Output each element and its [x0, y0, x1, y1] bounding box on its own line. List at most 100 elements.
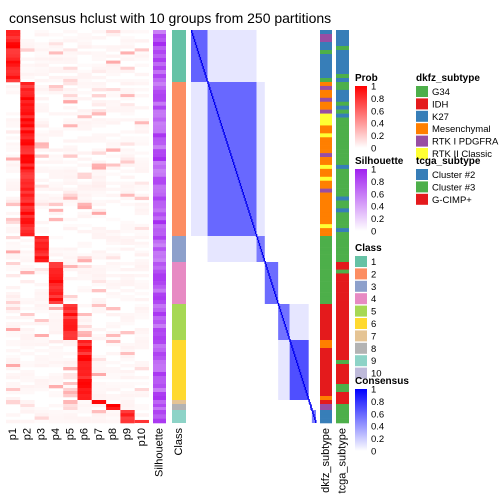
consensus-diagonal-cell: [241, 189, 244, 192]
silhouette-cell: [153, 344, 166, 349]
column-label-p5: p5: [64, 428, 76, 440]
consensus-diagonal-cell: [262, 255, 265, 258]
membership-cell: [20, 163, 35, 167]
consensus-diagonal-cell: [248, 210, 250, 213]
membership-cell: [106, 109, 121, 113]
consensus-diagonal-cell: [297, 366, 300, 369]
tcga-cell: [336, 164, 349, 170]
membership-cell: [20, 184, 35, 188]
membership-cell: [6, 121, 21, 125]
membership-cell: [63, 217, 78, 222]
membership-cell: [20, 331, 35, 335]
silhouette-cell: [153, 269, 166, 274]
membership-cell: [20, 172, 35, 176]
column-label-p4: p4: [50, 428, 62, 440]
consensus-diagonal-cell: [211, 96, 214, 99]
consensus-diagonal-cell: [197, 51, 200, 54]
membership-cell: [120, 69, 135, 74]
dkfz-cell: [320, 149, 332, 154]
membership-cell: [134, 196, 149, 201]
dkfz-cell: [320, 404, 332, 408]
class-legend-label: 4: [371, 294, 376, 305]
membership-cell: [63, 36, 78, 40]
membership-cell: [20, 82, 35, 86]
column-labels: p1 p2 p3 p4 p5 p6 p7 p8 p9 p10 Silhouette Class dkfz…: [7, 428, 348, 494]
membership-cell: [91, 280, 107, 284]
tcga-cell: [336, 121, 349, 126]
membership-cell: [91, 103, 107, 107]
membership-cell: [120, 364, 135, 368]
membership-cell: [120, 358, 135, 362]
tcga-legend-swatch: [416, 169, 428, 180]
dkfz-cell: [320, 66, 332, 71]
tcga-cell: [336, 70, 349, 75]
membership-cell: [63, 310, 78, 314]
membership-cell: [6, 367, 21, 371]
membership-cell: [106, 166, 121, 170]
membership-cell: [120, 97, 135, 101]
membership-cell: [120, 400, 135, 405]
column-label-p8: p8: [107, 428, 119, 440]
membership-cell: [77, 328, 92, 332]
consensus-diagonal-cell: [290, 342, 292, 345]
membership-cell: [120, 236, 135, 240]
consensus-diagonal-cell: [284, 324, 286, 327]
membership-cell: [6, 268, 21, 272]
membership-cell: [91, 226, 107, 231]
membership-cell: [77, 265, 92, 269]
dkfz-cell: [320, 320, 332, 325]
membership-cell: [6, 241, 21, 245]
membership-cell: [63, 172, 78, 176]
silh-legend-tick: 0.4: [371, 202, 384, 213]
silhouette-cell: [153, 384, 166, 389]
membership-cell: [91, 268, 107, 272]
membership-cell: [91, 208, 107, 213]
membership-cell: [6, 325, 21, 329]
cons-legend-tick: 0.8: [371, 397, 384, 408]
membership-cell: [20, 238, 35, 243]
consensus-diagonal-cell: [294, 354, 296, 357]
dkfz-cell: [320, 292, 332, 297]
membership-cell: [77, 419, 92, 424]
tcga-cell: [336, 250, 349, 255]
membership-cell: [48, 250, 64, 254]
consensus-diagonal-cell: [276, 300, 279, 303]
tcga-cell: [336, 192, 349, 197]
membership-cell: [34, 85, 49, 89]
tcga-legend-swatch: [416, 193, 428, 205]
membership-cell: [6, 178, 21, 182]
tcga-cell: [336, 258, 349, 263]
membership-cell: [77, 136, 92, 140]
membership-cell: [20, 115, 35, 119]
membership-cell: [48, 78, 64, 83]
membership-cell: [120, 391, 135, 395]
membership-cell: [6, 145, 21, 149]
membership-cell: [63, 139, 78, 143]
membership-cell: [77, 394, 92, 398]
membership-cell: [34, 60, 49, 64]
membership-cell: [34, 364, 49, 368]
membership-cell: [134, 331, 149, 335]
membership-cell: [34, 268, 49, 272]
membership-cell: [34, 340, 49, 344]
membership-cell: [106, 361, 121, 365]
dkfz-cell: [320, 82, 332, 87]
membership-cell: [91, 298, 107, 302]
membership-cell: [91, 82, 107, 86]
membership-cell: [63, 69, 78, 74]
membership-cell: [34, 388, 49, 392]
membership-cell: [34, 63, 49, 68]
dkfz-cell: [320, 344, 332, 349]
silhouette-cell: [153, 410, 166, 415]
membership-cell: [120, 229, 135, 234]
consensus-diagonal-cell: [305, 390, 307, 393]
membership-cell: [134, 298, 149, 302]
membership-cell: [106, 322, 121, 326]
membership-cell: [34, 361, 49, 365]
dkfz-cell: [320, 281, 332, 286]
silhouette-cell: [153, 254, 166, 259]
membership-cell: [34, 193, 49, 198]
dkfz-cell: [320, 133, 332, 138]
membership-cell: [120, 45, 135, 49]
dkfz-cell: [320, 300, 332, 305]
